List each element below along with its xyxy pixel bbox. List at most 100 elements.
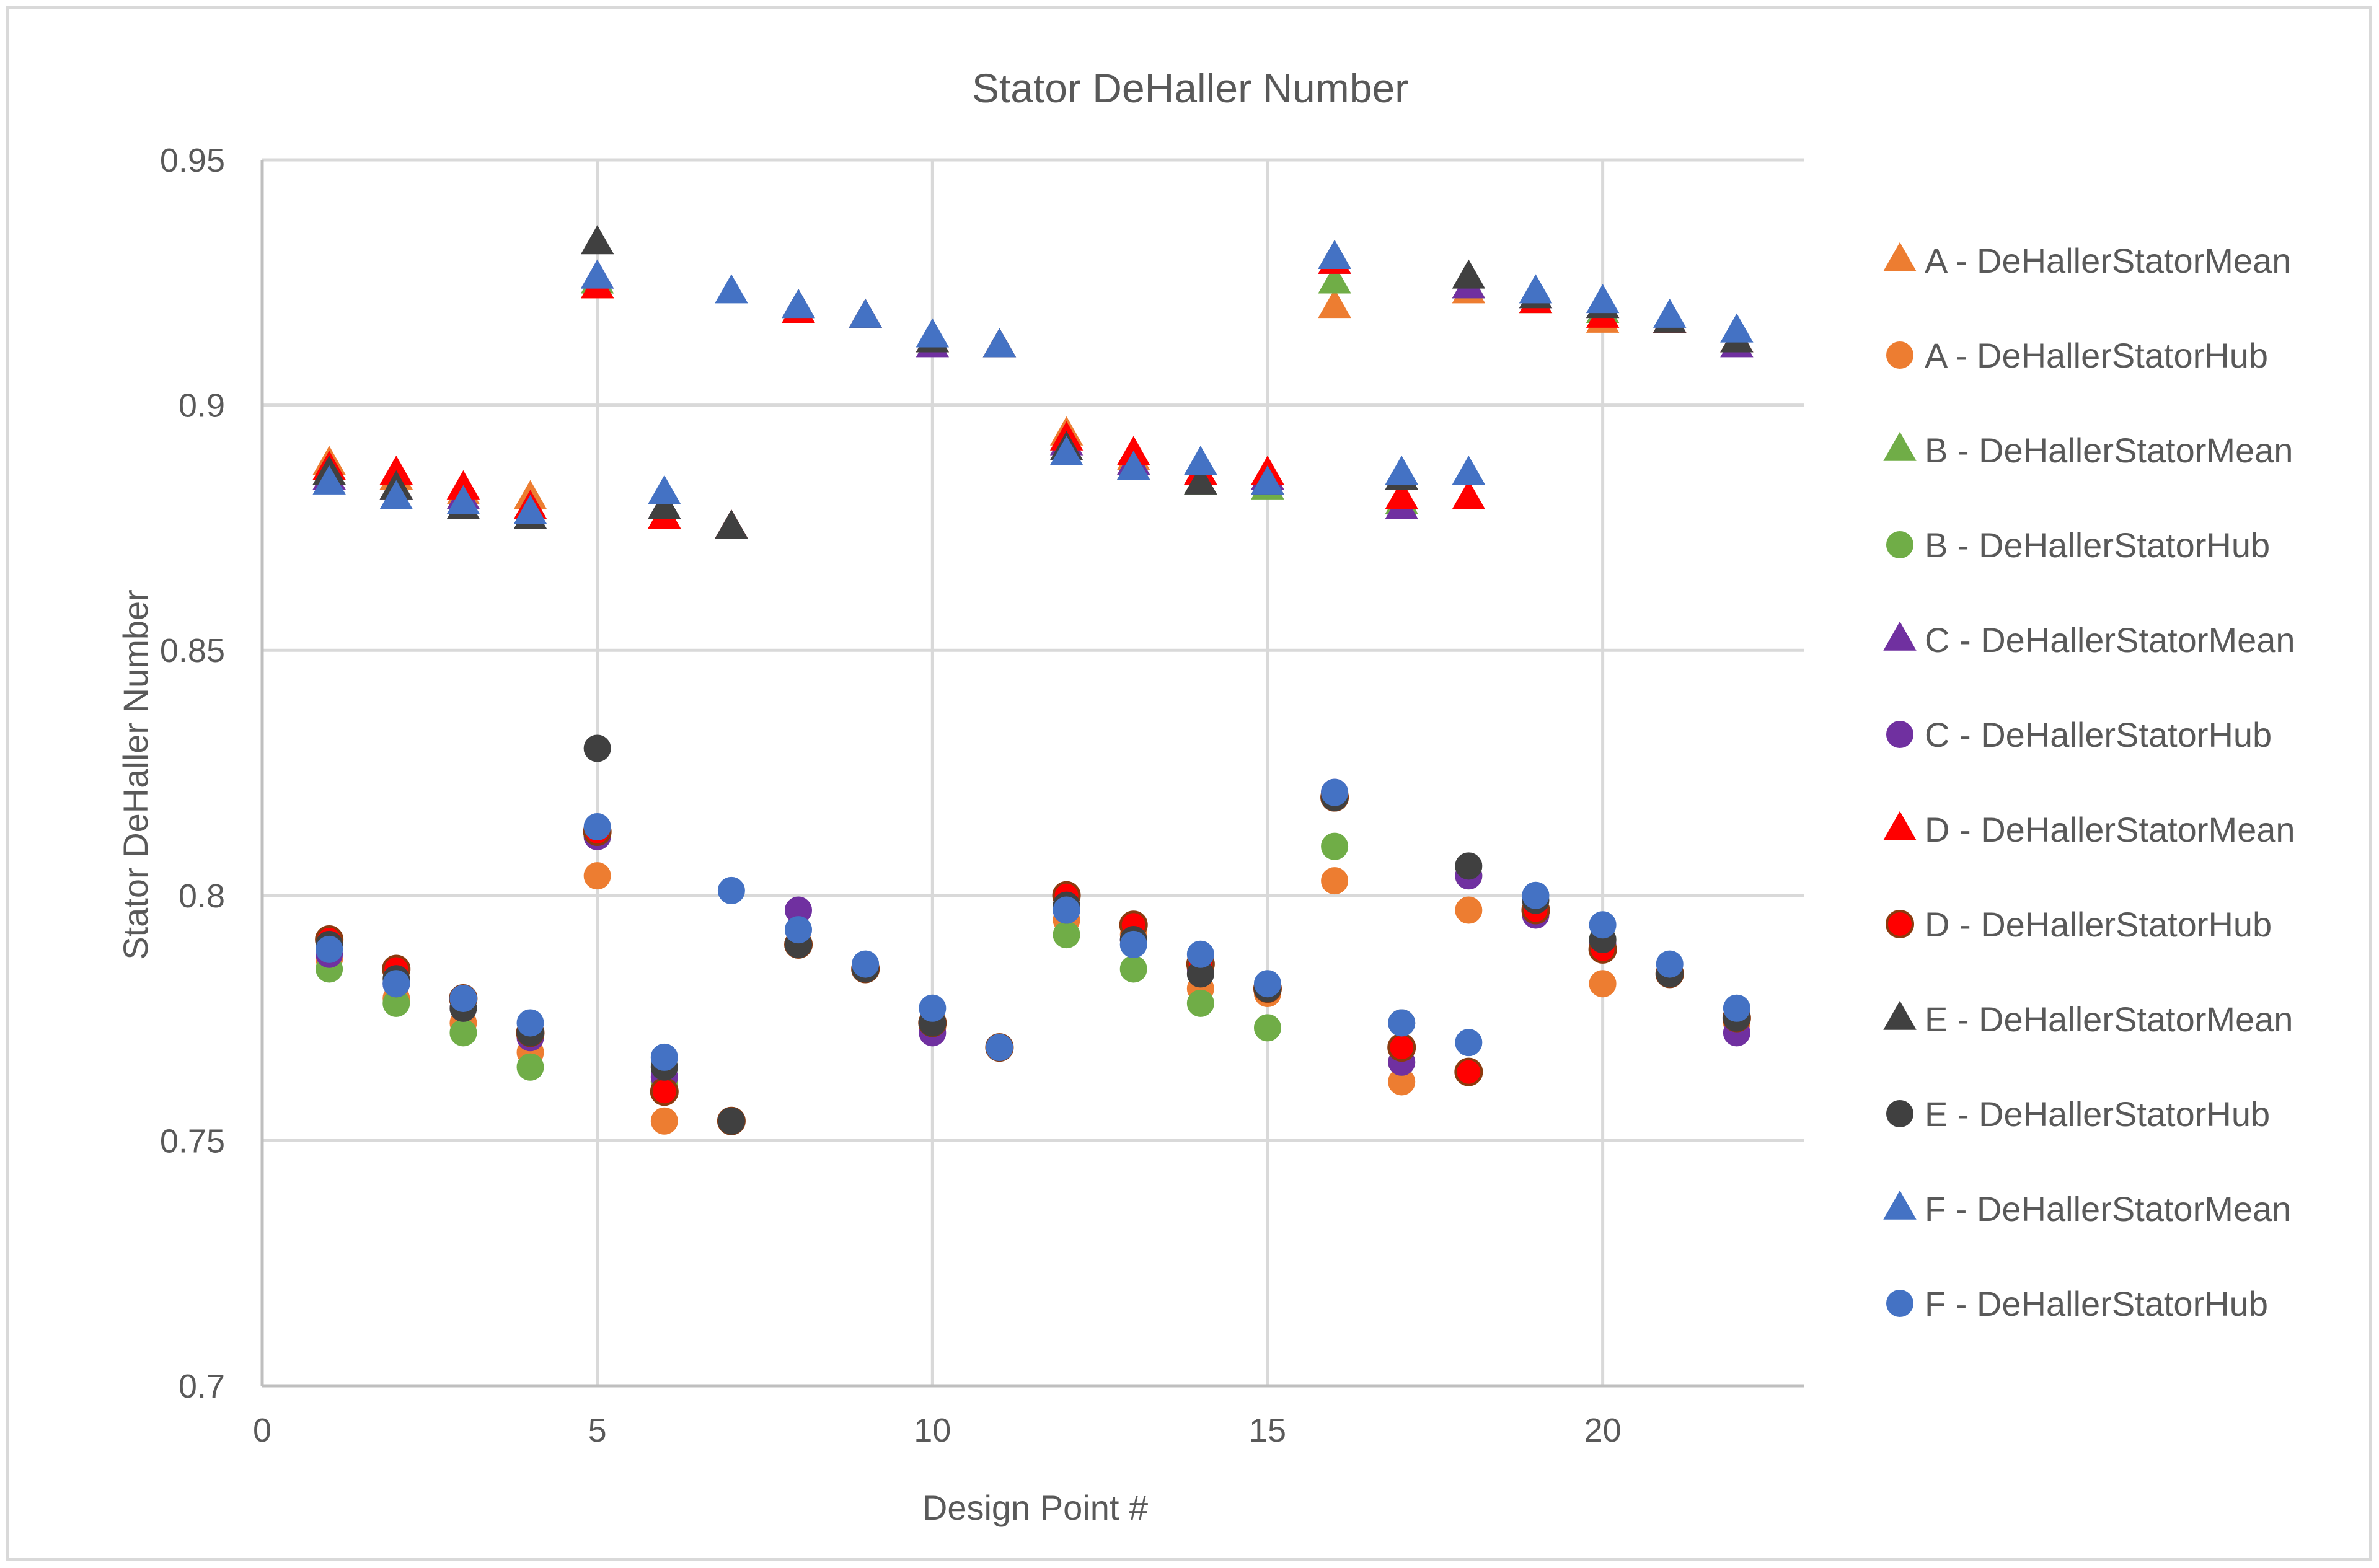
circle-point xyxy=(1656,950,1684,978)
legend-label: A - DeHallerStatorHub xyxy=(1925,336,2268,375)
legend-circle-icon xyxy=(1886,341,1913,369)
series-f-dehallerstatorhub xyxy=(316,778,1750,1071)
circle-point xyxy=(1388,1009,1416,1037)
x-tick-label: 10 xyxy=(914,1412,951,1449)
triangle-point xyxy=(1452,259,1486,289)
triangle-point xyxy=(1318,239,1351,269)
triangle-point xyxy=(849,298,882,328)
circle-point xyxy=(516,1053,544,1081)
legend-triangle-icon xyxy=(1883,1000,1917,1030)
legend-circle-icon xyxy=(1886,1290,1913,1317)
legend-label: B - DeHallerStatorMean xyxy=(1925,431,2293,470)
circle-point xyxy=(1387,1033,1416,1062)
circle-point xyxy=(1455,852,1483,880)
legend-label: A - DeHallerStatorMean xyxy=(1925,241,2291,280)
circle-point xyxy=(316,935,343,963)
circle-point xyxy=(986,1034,1013,1062)
circle-point xyxy=(1053,921,1080,949)
circle-point xyxy=(583,813,611,841)
legend-circle-icon xyxy=(1886,721,1913,748)
triangle-point xyxy=(982,328,1017,358)
series-d-dehallerstatorhub xyxy=(315,783,1751,1135)
y-axis-ticks: 0.7 0.75 0.8 0.85 0.9 0.95 xyxy=(160,142,225,1405)
x-tick-label: 5 xyxy=(588,1412,607,1449)
circle-point xyxy=(1455,896,1483,924)
y-axis-label: Stator DeHaller Number xyxy=(116,589,155,960)
circle-point xyxy=(650,1043,678,1071)
triangle-point xyxy=(312,465,346,495)
x-tick-label: 20 xyxy=(1584,1412,1622,1449)
legend-circle-icon xyxy=(1886,531,1913,558)
circle-point xyxy=(1522,881,1550,909)
circle-point xyxy=(449,1019,477,1047)
triangle-point xyxy=(782,289,815,319)
data-points xyxy=(312,225,1754,1135)
y-tick-label: 0.75 xyxy=(160,1122,225,1160)
circle-point xyxy=(852,950,880,978)
legend-label: E - DeHallerStatorMean xyxy=(1925,1000,2293,1039)
circle-point xyxy=(382,970,410,998)
triangle-point xyxy=(1452,456,1486,485)
triangle-point xyxy=(1653,298,1687,328)
circle-point xyxy=(1253,970,1281,998)
circle-point xyxy=(717,876,745,904)
triangle-point xyxy=(580,259,614,289)
circle-point xyxy=(919,994,947,1022)
legend-label: D - DeHallerStatorHub xyxy=(1925,905,2272,944)
triangle-point xyxy=(513,495,547,524)
legend-label: D - DeHallerStatorMean xyxy=(1925,810,2295,849)
legend-label: B - DeHallerStatorHub xyxy=(1925,526,2270,565)
y-tick-label: 0.95 xyxy=(160,142,225,179)
chart-frame xyxy=(6,6,2372,1561)
legend-circle-icon xyxy=(1886,910,1914,938)
triangle-point xyxy=(715,274,748,304)
circle-point xyxy=(1454,1057,1483,1086)
circle-point xyxy=(785,916,813,944)
circle-point xyxy=(1119,930,1147,958)
circle-point xyxy=(1053,896,1080,924)
triangle-point xyxy=(1184,465,1217,495)
x-axis-label: Design Point # xyxy=(922,1488,1148,1527)
triangle-point xyxy=(1049,436,1084,465)
legend-label: E - DeHallerStatorHub xyxy=(1925,1095,2270,1134)
circle-point xyxy=(650,1077,679,1106)
triangle-point xyxy=(648,490,681,519)
triangle-point xyxy=(916,318,950,348)
legend-circle-icon xyxy=(1886,1100,1913,1127)
triangle-point xyxy=(1586,284,1620,314)
circle-point xyxy=(583,862,611,890)
legend-triangle-icon xyxy=(1883,431,1917,461)
circle-point xyxy=(1119,955,1147,983)
x-axis-ticks: 0 5 10 15 20 xyxy=(253,1412,1622,1449)
circle-point xyxy=(1186,940,1214,968)
circle-point xyxy=(449,984,477,1012)
chart-title: Stator DeHaller Number xyxy=(972,65,1408,111)
legend-label: C - DeHallerStatorMean xyxy=(1925,620,2295,659)
triangle-point xyxy=(1452,480,1486,509)
circle-point xyxy=(1723,994,1750,1022)
circle-point xyxy=(583,734,611,762)
x-tick-label: 15 xyxy=(1249,1412,1286,1449)
triangle-point xyxy=(1519,274,1553,304)
circle-point xyxy=(717,1107,745,1135)
circle-point xyxy=(1589,911,1617,939)
legend: A - DeHallerStatorMean A - DeHallerStator… xyxy=(1883,241,2295,1323)
triangle-point xyxy=(1116,451,1150,480)
circle-point xyxy=(1589,970,1617,998)
triangle-point xyxy=(1318,264,1351,294)
triangle-point xyxy=(379,480,413,509)
circle-point xyxy=(1321,778,1349,806)
circle-point xyxy=(516,1009,544,1037)
triangle-point xyxy=(1385,456,1418,485)
circle-point xyxy=(1321,832,1349,860)
triangle-point xyxy=(1251,465,1284,495)
y-tick-label: 0.9 xyxy=(179,387,225,425)
circle-point xyxy=(650,1107,678,1135)
y-tick-label: 0.8 xyxy=(179,878,225,915)
y-tick-label: 0.7 xyxy=(179,1368,225,1405)
legend-triangle-icon xyxy=(1883,1190,1917,1220)
triangle-point xyxy=(1720,313,1754,343)
circle-point xyxy=(1455,1029,1483,1057)
circle-point xyxy=(1321,867,1349,895)
